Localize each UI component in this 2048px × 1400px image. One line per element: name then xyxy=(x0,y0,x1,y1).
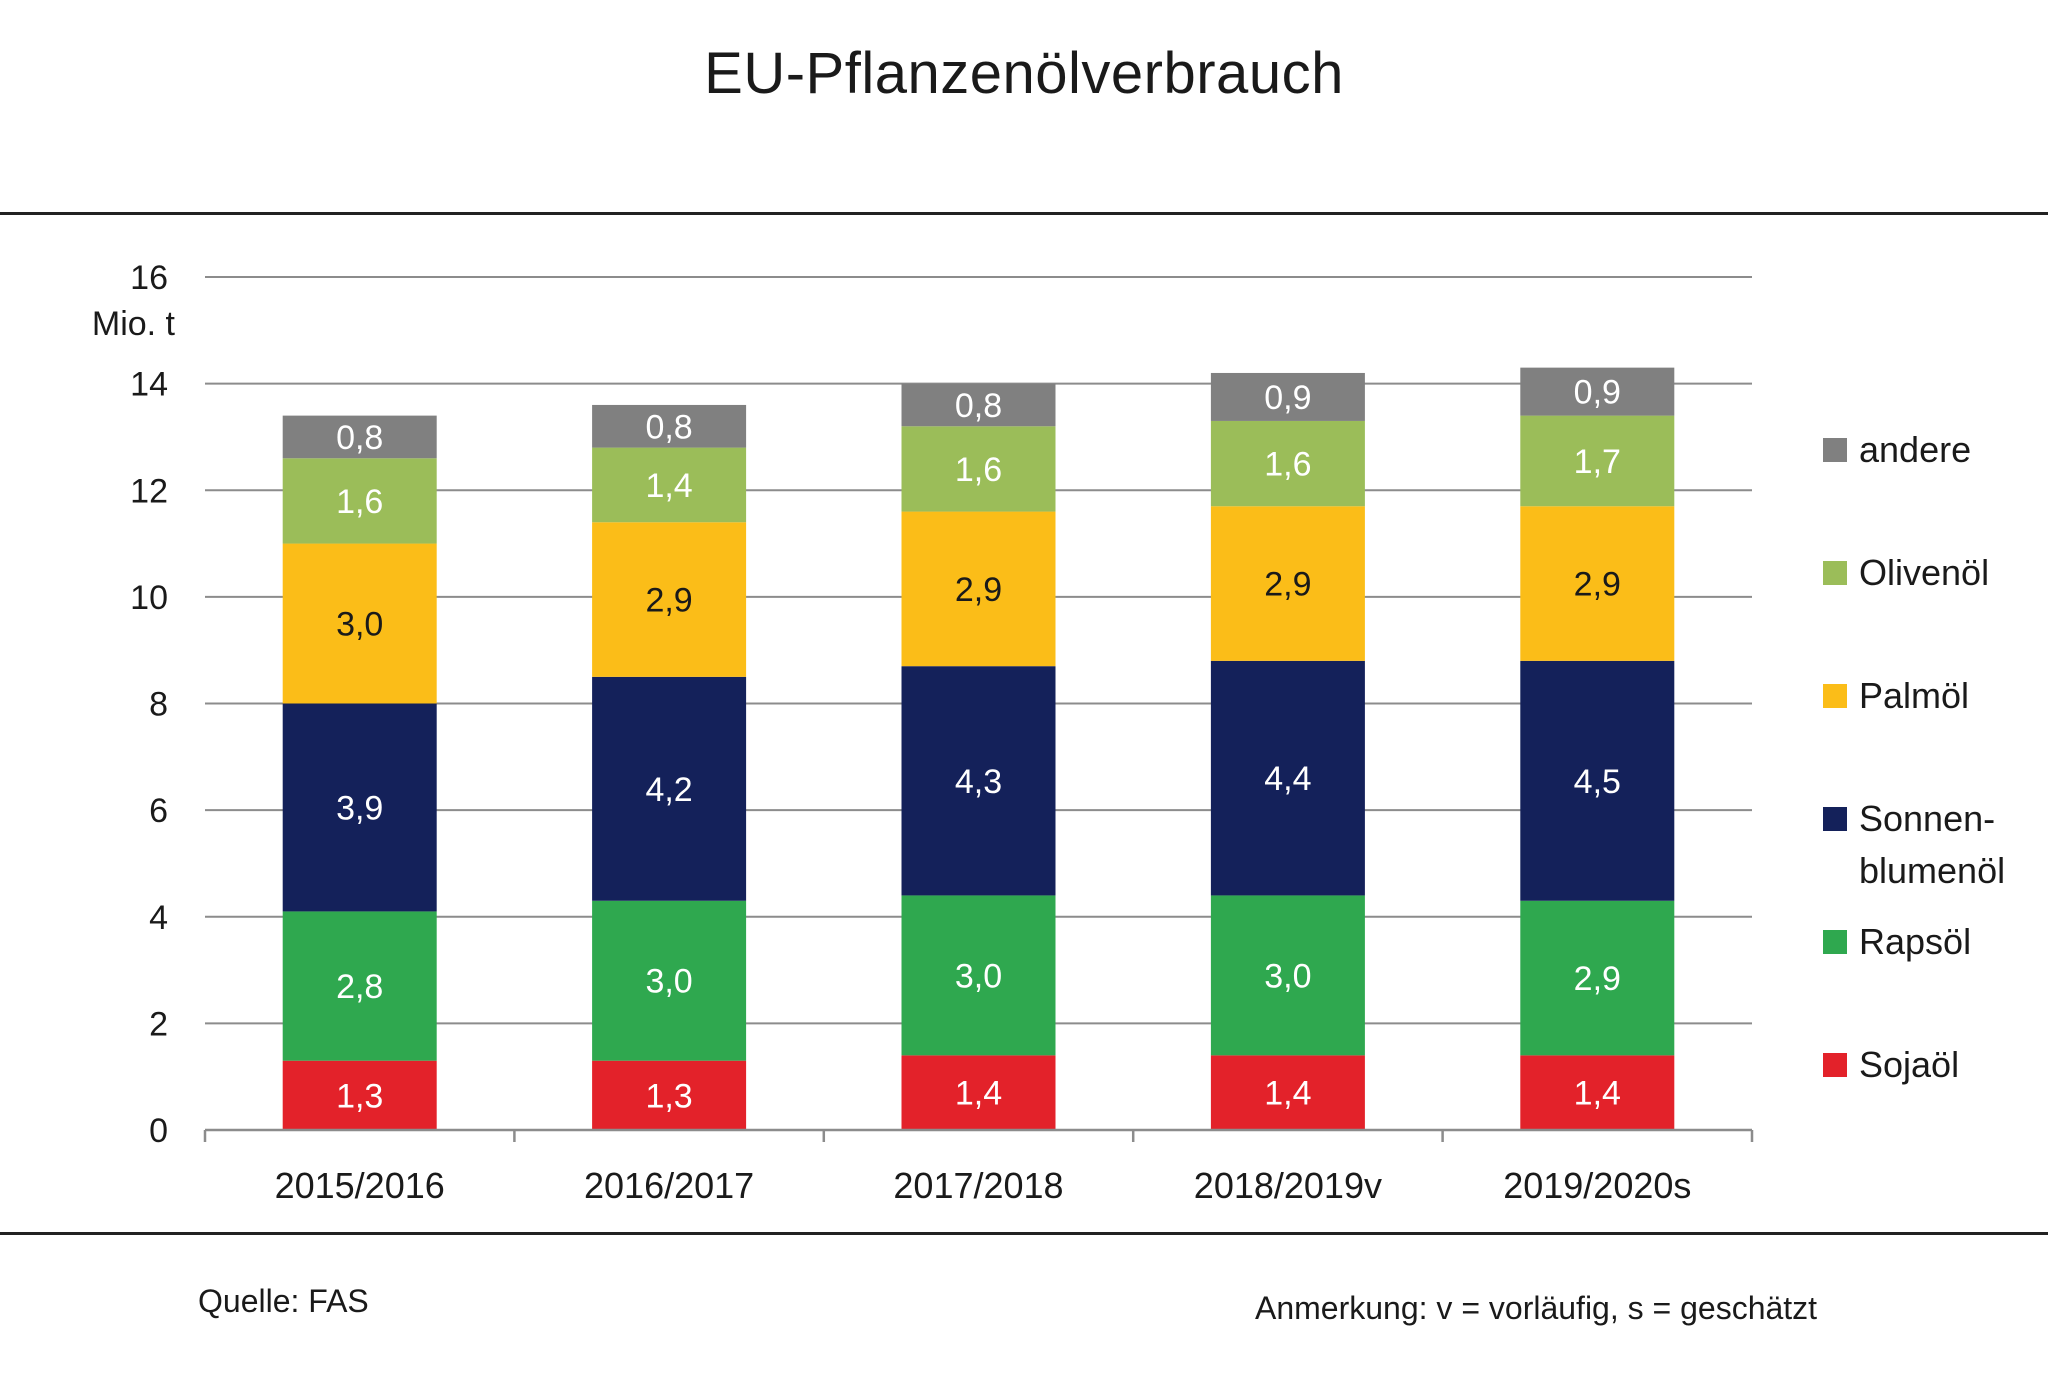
bar-segment xyxy=(592,900,747,1061)
data-label: 1,3 xyxy=(336,1077,383,1115)
legend-swatch xyxy=(1823,561,1847,585)
data-label: 4,5 xyxy=(1574,763,1621,801)
legend-label: Olivenöl xyxy=(1859,552,1989,593)
data-label: 1,6 xyxy=(955,451,1002,489)
data-label: 3,0 xyxy=(955,957,1002,995)
data-label: 1,4 xyxy=(1264,1075,1311,1113)
bar-segment xyxy=(1210,1055,1365,1130)
bottom-rule xyxy=(0,1232,2048,1235)
bar-segment xyxy=(901,511,1056,667)
data-label: 2,9 xyxy=(1574,566,1621,604)
y-tick-label: 16 xyxy=(130,259,168,297)
data-label: 0,9 xyxy=(1264,379,1311,417)
y-tick-label: 8 xyxy=(149,686,168,724)
y-tick-label: 4 xyxy=(149,899,168,937)
data-label: 0,9 xyxy=(1574,374,1621,412)
data-label: 2,9 xyxy=(955,571,1002,609)
bar-segment xyxy=(282,458,437,544)
bar-segment xyxy=(901,895,1056,1056)
data-label: 1,4 xyxy=(1574,1075,1621,1113)
y-tick-label: 2 xyxy=(149,1005,168,1043)
y-tick-label: 12 xyxy=(130,472,168,510)
bar-segment xyxy=(592,404,747,448)
data-label: 1,7 xyxy=(1574,443,1621,481)
data-label: 1,6 xyxy=(336,483,383,521)
data-label: 1,4 xyxy=(645,467,692,505)
data-label: 4,2 xyxy=(645,771,692,809)
data-label: 3,0 xyxy=(645,963,692,1001)
data-label: 0,8 xyxy=(336,419,383,457)
legend-label: Rapsöl xyxy=(1859,921,1971,962)
bar-segment xyxy=(901,666,1056,896)
bar-segment xyxy=(1210,506,1365,661)
legend-swatch xyxy=(1823,930,1847,954)
data-label: 3,0 xyxy=(336,606,383,644)
top-rule xyxy=(0,212,2048,215)
chart-title: EU-Pflanzenölverbrauch xyxy=(704,41,1344,106)
x-tick-label: 2015/2016 xyxy=(275,1165,445,1206)
source-note: Quelle: FAS xyxy=(198,1283,369,1319)
bar-segment xyxy=(592,447,747,523)
data-label: 4,3 xyxy=(955,763,1002,801)
bar-segment xyxy=(592,522,747,677)
data-label: 0,8 xyxy=(645,408,692,446)
x-tick-label: 2019/2020s xyxy=(1503,1165,1691,1206)
y-axis-label: Mio. t xyxy=(92,305,176,343)
bar-segment xyxy=(1520,660,1675,901)
bar-segment xyxy=(1210,372,1365,421)
legend-label: Sojaöl xyxy=(1859,1044,1959,1085)
legend-swatch xyxy=(1823,807,1847,831)
bar-segment xyxy=(901,426,1056,512)
data-label: 3,9 xyxy=(336,789,383,827)
y-tick-label: 0 xyxy=(149,1112,168,1150)
bar-segment xyxy=(1520,367,1675,416)
y-tick-label: 6 xyxy=(149,792,168,830)
data-label: 2,9 xyxy=(1574,960,1621,998)
data-label: 0,8 xyxy=(955,387,1002,425)
y-tick-label: 10 xyxy=(130,579,168,617)
x-tick-label: 2018/2019v xyxy=(1194,1165,1382,1206)
bar-segment xyxy=(1210,895,1365,1056)
annotation-note: Anmerkung: v = vorläufig, s = geschätzt xyxy=(1255,1290,1818,1326)
legend-swatch xyxy=(1823,684,1847,708)
data-label: 2,8 xyxy=(336,968,383,1006)
bar-segment xyxy=(901,383,1056,427)
legend-swatch xyxy=(1823,438,1847,462)
bar-segment xyxy=(1520,1055,1675,1130)
data-label: 1,3 xyxy=(645,1077,692,1115)
bar-segment xyxy=(592,1060,747,1130)
data-label: 2,9 xyxy=(1264,566,1311,604)
bar-segment xyxy=(1520,900,1675,1056)
data-label: 1,6 xyxy=(1264,446,1311,484)
legend-label: Sonnen-blumenöl xyxy=(1859,798,2005,891)
legend-label: andere xyxy=(1859,429,1971,470)
bar-segment xyxy=(1210,420,1365,507)
data-label: 2,9 xyxy=(645,582,692,620)
bar-segment xyxy=(1520,415,1675,507)
bar-segment xyxy=(592,676,747,901)
bar-segment xyxy=(901,1055,1056,1130)
bar-segment xyxy=(282,543,437,704)
bar-segment xyxy=(1520,506,1675,661)
x-tick-label: 2017/2018 xyxy=(893,1165,1063,1206)
bar-segment xyxy=(282,911,437,1061)
bar-segment xyxy=(282,703,437,912)
bar-segment xyxy=(1210,660,1365,896)
bar-segment xyxy=(282,1060,437,1130)
y-tick-label: 14 xyxy=(130,366,168,404)
bar-segment xyxy=(282,415,437,459)
legend-swatch xyxy=(1823,1053,1847,1077)
data-label: 4,4 xyxy=(1264,760,1311,798)
data-label: 3,0 xyxy=(1264,957,1311,995)
data-label: 1,4 xyxy=(955,1075,1002,1113)
legend-label: Palmöl xyxy=(1859,675,1969,716)
x-tick-label: 2016/2017 xyxy=(584,1165,754,1206)
